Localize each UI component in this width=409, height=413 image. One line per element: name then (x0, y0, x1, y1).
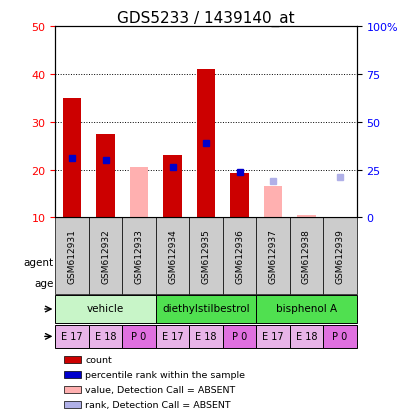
Text: GSM612938: GSM612938 (301, 229, 310, 283)
Bar (55, 295, 155, 323)
Text: GSM612933: GSM612933 (134, 229, 143, 283)
Bar (63, 98, 81, 218)
Bar (322, 325, 356, 348)
Bar (289, 325, 322, 348)
Text: vehicle: vehicle (87, 304, 124, 313)
Text: GSM612934: GSM612934 (168, 229, 177, 283)
Text: GSM612939: GSM612939 (335, 229, 344, 283)
Bar (64, 356, 81, 363)
Bar (322, 218, 356, 294)
Bar (122, 325, 155, 348)
Text: P 0: P 0 (231, 331, 247, 341)
Text: GSM612936: GSM612936 (234, 229, 243, 283)
Text: percentile rank within the sample: percentile rank within the sample (85, 370, 245, 379)
Bar (189, 218, 222, 294)
Bar (122, 218, 155, 294)
Bar (96, 134, 115, 218)
Text: E 18: E 18 (295, 331, 317, 341)
Text: diethylstilbestrol: diethylstilbestrol (162, 304, 249, 313)
Text: bisphenol A: bisphenol A (275, 304, 336, 313)
Bar (64, 371, 81, 378)
Bar (89, 218, 122, 294)
Text: E 18: E 18 (195, 331, 216, 341)
Text: GSM612932: GSM612932 (101, 229, 110, 283)
Text: GSM612931: GSM612931 (67, 229, 76, 283)
Bar (155, 218, 189, 294)
Text: P 0: P 0 (332, 331, 347, 341)
Text: GSM612935: GSM612935 (201, 229, 210, 283)
Bar (64, 401, 81, 408)
Bar (155, 325, 189, 348)
Bar (222, 218, 256, 294)
Bar (89, 325, 122, 348)
Text: E 17: E 17 (61, 331, 83, 341)
Text: E 18: E 18 (94, 331, 116, 341)
Bar (163, 156, 181, 218)
Title: GDS5233 / 1439140_at: GDS5233 / 1439140_at (117, 11, 294, 27)
Text: E 17: E 17 (261, 331, 283, 341)
Bar (230, 174, 248, 218)
Text: value, Detection Call = ABSENT: value, Detection Call = ABSENT (85, 385, 235, 394)
Bar (189, 325, 222, 348)
Bar (297, 216, 315, 218)
Bar (130, 168, 148, 218)
Bar (256, 325, 289, 348)
Bar (222, 325, 256, 348)
Text: E 17: E 17 (161, 331, 183, 341)
Text: age: age (34, 279, 53, 289)
Bar (64, 386, 81, 393)
Text: rank, Detection Call = ABSENT: rank, Detection Call = ABSENT (85, 400, 230, 409)
Bar (263, 187, 281, 218)
Bar (256, 295, 356, 323)
Text: agent: agent (23, 257, 53, 267)
Bar (289, 218, 322, 294)
Bar (256, 218, 289, 294)
Text: P 0: P 0 (131, 331, 146, 341)
Bar (55, 325, 89, 348)
Bar (196, 70, 215, 218)
Text: GSM612937: GSM612937 (268, 229, 277, 283)
Text: count: count (85, 355, 112, 364)
Bar (55, 218, 89, 294)
Bar (155, 295, 256, 323)
